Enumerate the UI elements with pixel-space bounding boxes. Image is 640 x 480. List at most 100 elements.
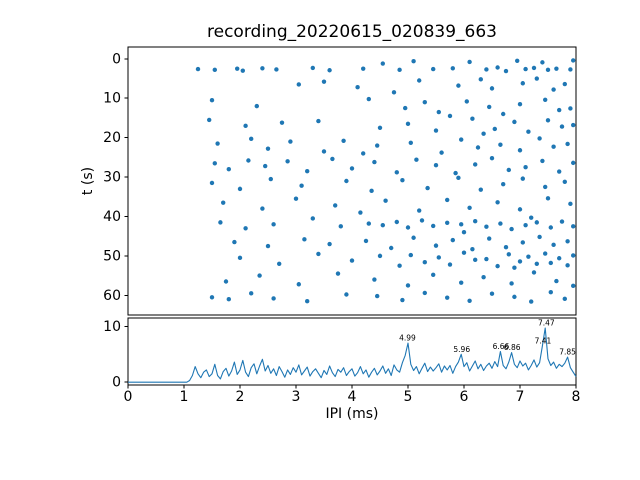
scatter-point: [414, 157, 419, 162]
x-tick-label: 2: [236, 389, 245, 405]
scatter-point: [545, 196, 551, 201]
scatter-point: [562, 179, 567, 184]
scatter-point: [263, 163, 268, 169]
scatter-point: [571, 253, 576, 258]
scatter-point: [422, 259, 427, 265]
scatter-point: [565, 141, 570, 147]
scatter-point: [498, 142, 503, 147]
y-tick-label: 30: [103, 170, 121, 186]
scatter-point: [207, 117, 212, 123]
scatter-point: [302, 237, 307, 242]
scatter-point: [305, 299, 310, 304]
scatter-point: [403, 105, 408, 111]
scatter-point: [327, 241, 332, 247]
scatter-point: [467, 298, 472, 304]
scatter-point: [417, 78, 422, 83]
scatter-point: [321, 79, 327, 84]
scatter-point: [565, 239, 570, 244]
scatter-point: [473, 162, 478, 167]
scatter-point: [512, 265, 517, 270]
scatter-point: [489, 291, 495, 296]
x-tick-label: 1: [180, 389, 189, 405]
scatter-point: [559, 124, 565, 129]
scatter-point: [445, 220, 450, 225]
scatter-point: [484, 256, 489, 262]
scatter-point: [296, 82, 301, 87]
scatter-point: [475, 145, 481, 150]
scatter-point: [459, 137, 464, 142]
scatter-point: [226, 166, 231, 172]
peak-annotation: 6.66: [493, 342, 510, 351]
scatter-point: [408, 140, 413, 145]
scatter-point: [212, 161, 217, 166]
scatter-point: [265, 146, 271, 151]
x-tick-label: 7: [516, 389, 525, 405]
scatter-point: [548, 225, 553, 230]
scatter-point: [571, 283, 576, 289]
scatter-point: [366, 221, 371, 226]
scatter-point: [327, 68, 332, 73]
scatter-point: [293, 196, 299, 201]
scatter-point: [394, 170, 399, 175]
scatter-point: [487, 104, 492, 110]
scatter-point: [310, 65, 315, 71]
scatter-point: [195, 66, 201, 72]
scatter-point: [503, 68, 509, 74]
scatter-point: [265, 243, 271, 249]
scatter-point: [375, 293, 380, 299]
scatter-point: [380, 61, 385, 66]
scatter-point: [523, 222, 528, 228]
scatter-point: [537, 136, 542, 141]
scatter-point: [571, 58, 576, 63]
scatter-point: [517, 207, 523, 212]
scatter-point: [467, 205, 472, 210]
x-tick-label: 6: [460, 389, 469, 405]
scatter-point: [515, 58, 520, 63]
scatter-point: [380, 222, 385, 228]
scatter-point: [363, 238, 369, 244]
scatter-point: [557, 107, 562, 113]
scatter-point: [545, 118, 551, 123]
scatter-point: [361, 151, 366, 156]
scatter-point: [296, 282, 301, 287]
scatter-point: [447, 262, 453, 267]
scatter-point: [523, 66, 528, 72]
scatter-point: [237, 255, 243, 261]
scatter-point: [411, 235, 416, 240]
scatter-point: [405, 121, 411, 127]
scatter-point: [487, 236, 492, 241]
scatter-point: [509, 281, 514, 286]
scatter-point: [223, 279, 229, 284]
scatter-point: [520, 81, 525, 86]
scatter-point: [271, 296, 276, 301]
scatter-point: [417, 208, 422, 213]
scatter-point: [534, 76, 539, 81]
scatter-point: [431, 66, 436, 72]
scatter-point: [405, 225, 411, 230]
scatter-point: [464, 99, 469, 104]
x-tick-label: 5: [404, 389, 413, 405]
scatter-point: [481, 131, 486, 136]
scatter-point: [209, 98, 215, 103]
scatter-point: [520, 240, 525, 245]
scatter-point: [268, 176, 273, 182]
scatter-point: [436, 109, 441, 115]
scatter-point: [249, 136, 254, 142]
scatter-point: [394, 219, 399, 225]
scatter-point: [447, 113, 453, 119]
peak-annotation: 7.85: [559, 348, 576, 357]
scatter-point: [526, 254, 531, 259]
scatter-point: [571, 122, 576, 128]
scatter-point: [531, 270, 537, 275]
scatter-point: [433, 163, 439, 168]
scatter-point: [445, 295, 450, 300]
scatter-point: [305, 168, 310, 174]
scatter-point: [450, 66, 455, 71]
scatter-point: [461, 230, 467, 235]
scatter-point: [391, 90, 397, 95]
scatter-point: [540, 158, 545, 164]
scatter-point: [274, 67, 279, 72]
scatter-point: [495, 65, 500, 70]
scatter-point: [526, 129, 531, 134]
scatter-point: [453, 170, 458, 176]
